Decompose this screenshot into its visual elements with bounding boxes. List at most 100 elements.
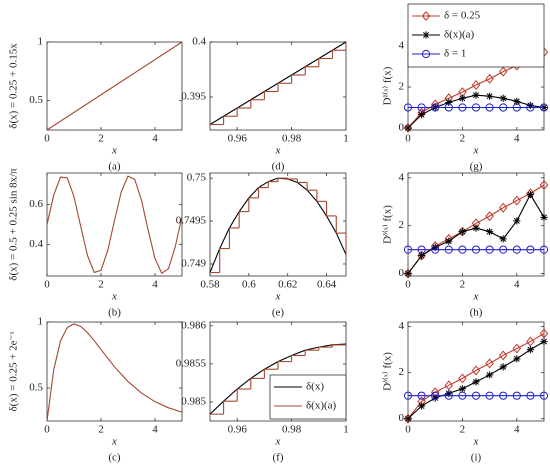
- marker-diamond: [498, 202, 508, 213]
- marker-asterisk: [431, 394, 439, 402]
- marker-asterisk: [540, 213, 548, 221]
- marker-asterisk: [513, 97, 521, 105]
- caption: (c): [108, 452, 121, 464]
- marker-circle: [458, 245, 467, 254]
- axes-box: [209, 172, 347, 277]
- y-tick-label: 4: [399, 171, 405, 183]
- marker-diamond: [458, 373, 467, 384]
- marker-asterisk: [431, 243, 439, 251]
- marker-asterisk: [540, 337, 548, 346]
- y-axis-label: δ(x) = 0.5 + 0.25 sin 8x/π: [8, 168, 20, 281]
- marker-diamond: [539, 180, 549, 190]
- marker-circle: [485, 103, 494, 112]
- marker-circle: [431, 391, 440, 400]
- legend-marker: [421, 11, 431, 21]
- axes-box: [46, 321, 183, 422]
- y-tick-label: 0: [399, 121, 405, 133]
- y-tick-label: 0.7495: [176, 215, 207, 227]
- x-axis-label: x: [111, 436, 117, 448]
- marker-circle: [458, 391, 467, 400]
- caption: (d): [272, 161, 285, 173]
- marker-asterisk: [499, 363, 507, 371]
- marker-asterisk: [445, 98, 453, 106]
- y-axis-label: Dᵟ⁽ˣ⁾ f(x): [382, 205, 394, 244]
- marker-circle: [431, 245, 440, 254]
- y-tick-label: 0.6: [29, 198, 43, 210]
- marker-circle: [512, 391, 521, 400]
- marker-circle: [526, 245, 535, 254]
- x-tick-label: 0: [405, 279, 411, 291]
- marker-asterisk: [418, 111, 426, 119]
- marker-diamond: [485, 73, 494, 84]
- marker-circle: [403, 245, 413, 254]
- axes-box: [407, 172, 545, 277]
- caption: (g): [470, 161, 483, 173]
- marker-asterisk: [418, 402, 426, 410]
- marker-diamond: [444, 380, 454, 391]
- y-tick-label: 0.986: [181, 319, 206, 331]
- marker-asterisk: [445, 389, 453, 397]
- caption: (h): [470, 307, 483, 319]
- caption: (i): [471, 452, 482, 464]
- y-tick-label: 2: [399, 219, 405, 231]
- marker-asterisk: [486, 92, 494, 100]
- x-tick-label: 2: [98, 279, 104, 291]
- caption: (f): [273, 452, 284, 464]
- axes-box: [407, 321, 545, 422]
- marker-circle: [485, 245, 494, 254]
- legend-label: δ(x): [306, 381, 324, 393]
- x-tick-label: 0: [44, 133, 50, 145]
- x-tick-label: 0: [44, 424, 50, 436]
- marker-circle: [539, 391, 549, 400]
- y-tick-label: 0: [399, 412, 405, 424]
- y-tick-label: 0.749: [181, 258, 206, 270]
- marker-asterisk: [458, 385, 466, 393]
- marker-asterisk: [445, 237, 453, 245]
- marker-asterisk: [486, 228, 494, 236]
- marker-asterisk: [472, 224, 480, 232]
- marker-circle: [458, 103, 467, 112]
- marker-asterisk: [526, 190, 534, 199]
- marker-circle: [471, 245, 481, 254]
- axes-box: [46, 41, 183, 131]
- marker-circle: [403, 391, 413, 400]
- caption: (b): [108, 307, 121, 319]
- x-tick-label: 0.96: [228, 133, 248, 145]
- marker-asterisk: [513, 355, 521, 363]
- x-tick-label: 0.62: [278, 279, 297, 291]
- x-tick-label: 2: [460, 279, 466, 291]
- marker-circle: [539, 245, 549, 254]
- caption: (a): [108, 161, 121, 173]
- marker-circle: [499, 391, 508, 400]
- y-tick-label: 0.9855: [176, 357, 207, 369]
- x-tick-label: 2: [98, 133, 104, 145]
- marker-asterisk: [458, 228, 466, 236]
- marker-circle: [444, 391, 453, 400]
- x-axis-label: x: [111, 145, 117, 157]
- y-axis-label: Dᵟ⁽ˣ⁾ f(x): [382, 66, 394, 105]
- y-tick-label: 2: [399, 81, 405, 93]
- y-tick-label: 1: [38, 36, 44, 48]
- marker-diamond: [485, 358, 494, 369]
- legend-label: δ(x)(a): [444, 29, 475, 41]
- y-tick-label: 4: [399, 320, 405, 332]
- x-tick-label: 4: [152, 279, 158, 291]
- marker-asterisk: [513, 217, 521, 225]
- marker-diamond: [498, 350, 508, 361]
- axes-box: [209, 321, 347, 422]
- legend: δ(x) δ(x)(a): [269, 374, 347, 420]
- axes-box: [46, 172, 183, 277]
- y-tick-label: 4: [399, 40, 405, 52]
- marker-asterisk: [472, 378, 480, 386]
- marker-circle: [471, 103, 481, 112]
- x-axis-label: x: [275, 436, 281, 448]
- marker-asterisk: [404, 270, 412, 278]
- legend-label: δ(x)(a): [306, 400, 337, 412]
- x-tick-label: 0: [405, 424, 411, 436]
- marker-circle: [444, 103, 453, 112]
- x-axis-label: x: [473, 291, 479, 303]
- legend: δ = 0.25 δ(x)(a) δ = 1: [407, 3, 545, 68]
- x-tick-label: 0: [405, 133, 411, 145]
- caption: (e): [272, 307, 285, 319]
- marker-circle: [526, 391, 535, 400]
